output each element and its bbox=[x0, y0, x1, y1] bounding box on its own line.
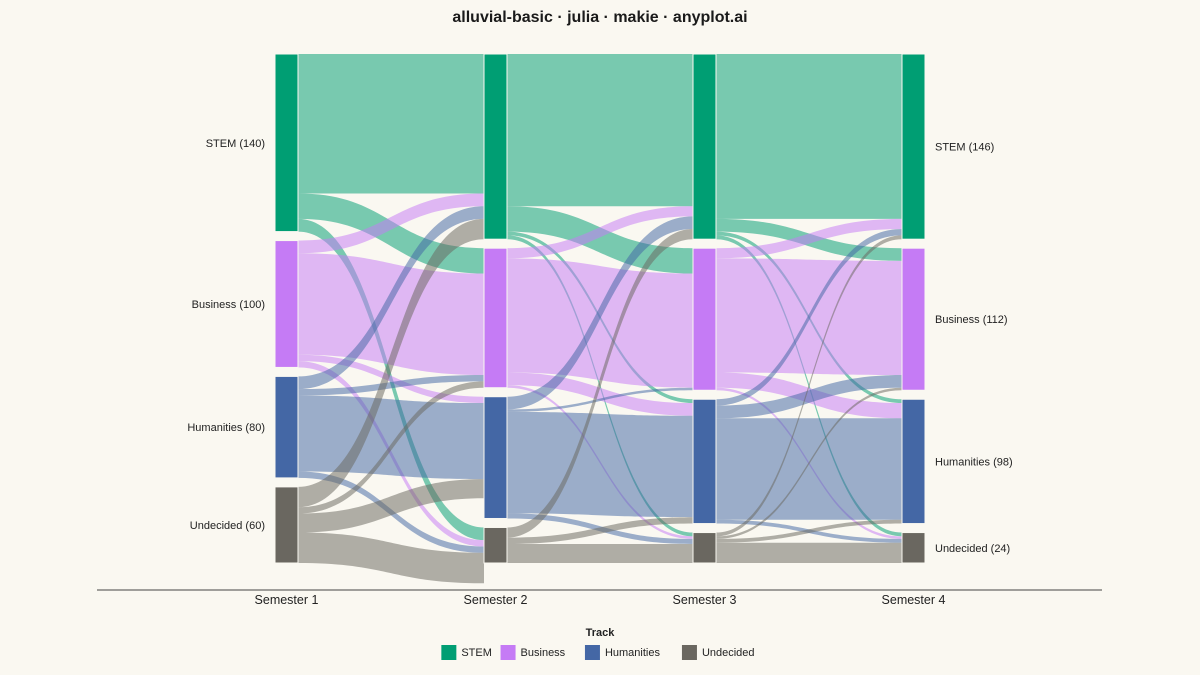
stage-label-1: Semester 1 bbox=[255, 593, 319, 607]
flow-1-undecided-to-humanities bbox=[298, 479, 484, 533]
node-stage1-business bbox=[274, 240, 299, 368]
node-stage1-undecided bbox=[274, 486, 299, 564]
stage-label-4: Semester 4 bbox=[882, 593, 946, 607]
node-label-business-end: Business (112) bbox=[935, 314, 1008, 326]
legend-label-stem: STEM bbox=[461, 647, 492, 659]
node-stage2-undecided bbox=[483, 526, 508, 564]
node-stage3-undecided bbox=[692, 532, 717, 564]
node-stage4-undecided bbox=[901, 532, 926, 564]
node-label-business-start: Business (100) bbox=[192, 299, 265, 311]
flow-2-business-to-business bbox=[507, 258, 693, 388]
legend-swatch-humanities bbox=[584, 645, 600, 660]
flow-1-business-to-stem bbox=[298, 193, 484, 254]
node-label-stem-end: STEM (146) bbox=[935, 142, 994, 154]
node-label-undecided-start: Undecided (60) bbox=[190, 520, 265, 532]
legend-title: Track bbox=[586, 627, 616, 639]
legend-label-business: Business bbox=[521, 647, 566, 659]
node-stage4-humanities bbox=[901, 398, 926, 525]
flow-1-undecided-to-business bbox=[298, 381, 484, 514]
node-stage2-stem bbox=[483, 53, 508, 240]
node-stage3-humanities bbox=[692, 398, 717, 525]
stage-labels-layer: Semester 1 Semester 2 Semester 3 Semester 4 bbox=[255, 593, 946, 607]
stage-label-2: Semester 2 bbox=[464, 593, 528, 607]
flow-2-business-to-stem bbox=[507, 206, 693, 259]
flow-2-humanities-to-humanities bbox=[507, 411, 693, 518]
flow-3-undecided-to-stem bbox=[716, 235, 902, 537]
flow-1-business-to-business bbox=[298, 253, 484, 376]
flow-1-undecided-to-stem bbox=[298, 218, 484, 508]
flow-1-humanities-to-business bbox=[298, 375, 484, 396]
flow-3-humanities-to-humanities bbox=[716, 418, 902, 520]
flow-3-undecided-to-undecided bbox=[716, 542, 902, 563]
flow-2-undecided-to-undecided bbox=[507, 543, 693, 563]
flow-2-stem-to-stem bbox=[507, 54, 693, 207]
legend-label-humanities: Humanities bbox=[605, 647, 661, 659]
flow-3-business-to-stem bbox=[716, 218, 902, 259]
node-stage2-business bbox=[483, 247, 508, 389]
flow-1-humanities-to-stem bbox=[298, 206, 484, 390]
node-label-undecided-end: Undecided (24) bbox=[935, 543, 1010, 555]
flow-2-humanities-to-stem bbox=[507, 216, 693, 410]
flow-3-undecided-to-humanities bbox=[716, 519, 902, 543]
flow-1-stem-to-stem bbox=[298, 54, 484, 194]
flow-3-undecided-to-business bbox=[716, 387, 902, 539]
node-labels-layer: STEM (140) Business (100) Humanities (80) U… bbox=[187, 138, 1012, 555]
flow-2-undecided-to-stem bbox=[507, 229, 693, 538]
legend: Track STEM Business Humanities Undecided bbox=[441, 627, 755, 660]
flow-3-stem-to-stem bbox=[716, 54, 902, 219]
node-label-humanities-start: Humanities (80) bbox=[187, 422, 265, 434]
node-stage4-business bbox=[901, 247, 926, 391]
node-stage4-stem bbox=[901, 53, 926, 240]
stage-label-3: Semester 3 bbox=[673, 593, 737, 607]
legend-label-undecided: Undecided bbox=[702, 647, 755, 659]
node-label-stem-start: STEM (140) bbox=[206, 138, 265, 150]
flow-1-undecided-to-undecided bbox=[298, 532, 484, 584]
flow-2-humanities-to-business bbox=[507, 387, 693, 412]
legend-swatch-business bbox=[500, 645, 516, 660]
flow-3-humanities-to-stem bbox=[716, 229, 902, 406]
node-stage2-humanities bbox=[483, 396, 508, 519]
node-stage3-stem bbox=[692, 53, 717, 240]
legend-swatch-undecided bbox=[681, 645, 697, 660]
node-label-humanities-end: Humanities (98) bbox=[935, 456, 1013, 468]
flows-layer bbox=[298, 54, 902, 584]
flow-3-humanities-to-business bbox=[716, 375, 902, 419]
flow-1-humanities-to-humanities bbox=[298, 395, 484, 480]
flow-2-stem-to-business bbox=[507, 206, 693, 274]
node-stage3-business bbox=[692, 247, 717, 391]
flow-1-business-to-humanities bbox=[298, 354, 484, 404]
nodes-layer bbox=[274, 53, 926, 564]
node-stage1-humanities bbox=[274, 375, 299, 479]
chart-title: alluvial-basic · julia · makie · anyplot… bbox=[452, 9, 747, 26]
legend-swatch-stem bbox=[441, 645, 457, 660]
node-stage1-stem bbox=[274, 53, 299, 233]
flow-2-undecided-to-humanities bbox=[507, 517, 693, 544]
